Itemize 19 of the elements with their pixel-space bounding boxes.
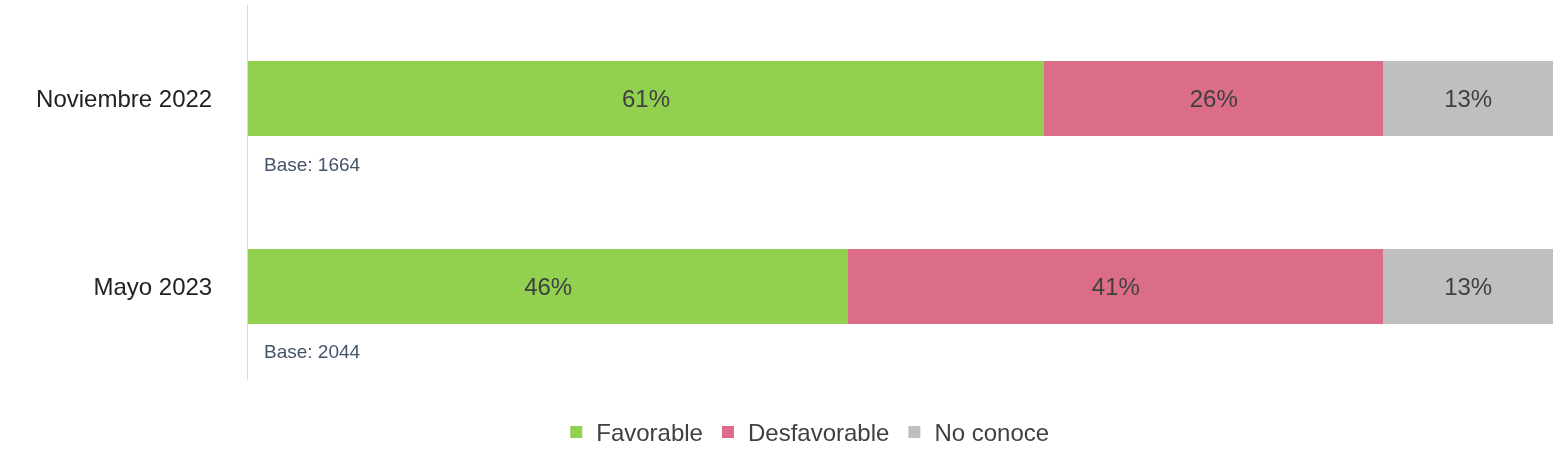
bar	[248, 248, 849, 324]
bar	[248, 61, 1045, 137]
bar	[1383, 248, 1553, 324]
data-label: 13%	[1444, 85, 1493, 113]
legend-label: No conoce	[934, 419, 1050, 447]
data-label: 46%	[524, 272, 573, 300]
bar	[1044, 61, 1384, 137]
data-label: 61%	[622, 85, 671, 113]
data-label: 26%	[1189, 85, 1238, 113]
y-tick-label: Mayo 2023	[93, 272, 213, 300]
legend-label: Favorable	[596, 419, 703, 447]
annotation: Base: 2044	[264, 341, 361, 362]
y-tick-label: Noviembre 2022	[36, 85, 213, 113]
data-label: 13%	[1444, 272, 1493, 300]
data-label: 41%	[1091, 272, 1140, 300]
annotation: Base: 1664	[264, 154, 361, 175]
bar	[848, 248, 1384, 324]
bar	[1383, 61, 1553, 137]
legend-label: Desfavorable	[747, 419, 890, 447]
